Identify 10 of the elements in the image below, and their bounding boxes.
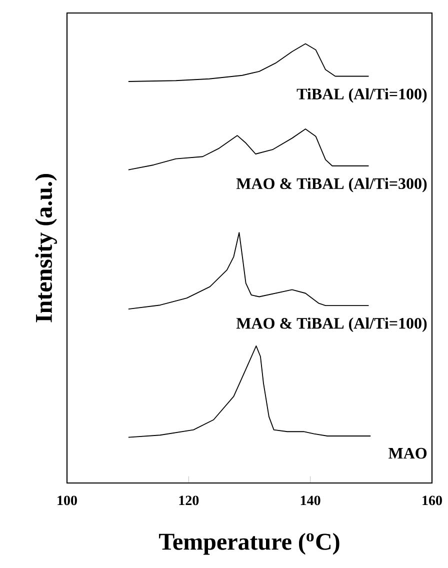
- y-axis-title: Intensity (a.u.): [35, 174, 57, 322]
- x-axis-title: Temperature ($^{o}$C): [159, 532, 340, 555]
- x-tick-label: 100: [58, 496, 77, 506]
- x-tick-label: 140: [300, 496, 320, 506]
- series-label: TiBAL (Al/Ti=100): [296, 88, 427, 103]
- series-label: MAO: [388, 448, 427, 459]
- series-label: MAO & TiBAL (Al/Ti=300): [236, 178, 427, 192]
- x-tick-label: 160: [422, 496, 442, 506]
- x-tick-label: 120: [179, 496, 199, 506]
- series-label: MAO & TiBAL (Al/Ti=100): [236, 317, 427, 332]
